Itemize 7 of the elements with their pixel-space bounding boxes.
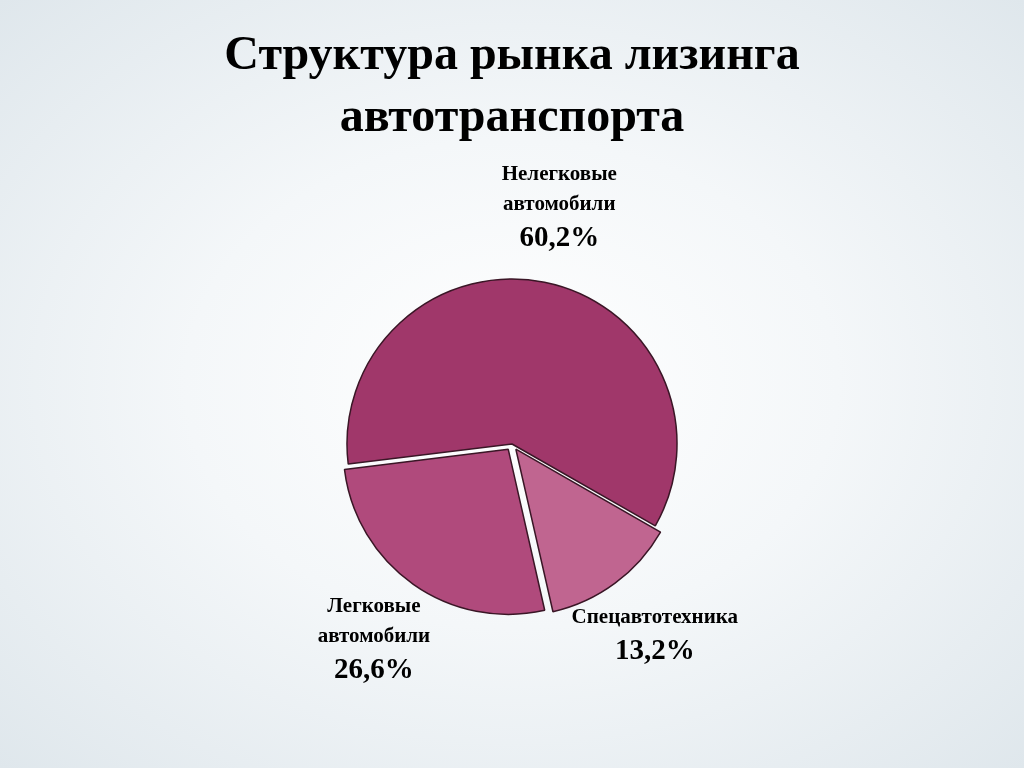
slice-label: Легковые автомобили [317,592,431,647]
chart-title: Структура рынка лизинга автотранспорта [223,25,801,143]
data-label: 13,2% [614,633,695,666]
data-label: 26,6% [334,651,414,684]
data-label: 60,2% [519,220,600,253]
slice-label: Нелегковые автомобили [501,161,617,216]
slice-label: Спецавтотехника [571,604,739,629]
